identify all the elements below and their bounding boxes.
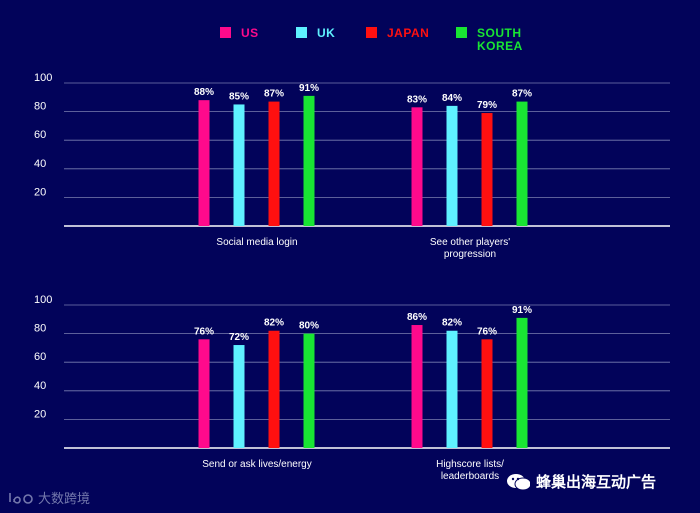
bar — [303, 333, 315, 448]
data-label: 79% — [477, 100, 497, 111]
bar — [411, 107, 423, 226]
watermark-right: 蜂巢出海互动广告 — [506, 471, 656, 492]
category-label: Send or ask lives/energy — [202, 459, 312, 470]
bar — [303, 95, 315, 227]
bar — [198, 100, 210, 226]
bar — [268, 101, 280, 226]
watermark-left-text: 大数跨境 — [38, 491, 91, 506]
legend-label: KOREA — [477, 39, 523, 53]
legend-label: US — [241, 26, 259, 40]
legend-label: SOUTH — [477, 26, 522, 40]
bar — [516, 317, 528, 448]
data-label: 72% — [229, 332, 249, 343]
y-tick-label: 80 — [34, 101, 46, 113]
y-tick-label: 20 — [34, 408, 46, 420]
bar — [268, 330, 280, 448]
data-label: 76% — [194, 326, 214, 337]
category-label: Social media login — [216, 237, 297, 248]
legend-label: JAPAN — [387, 26, 429, 40]
y-tick-label: 100 — [34, 294, 52, 306]
bar — [446, 330, 458, 448]
watermark-left: 大数跨境 — [8, 488, 90, 507]
y-tick-label: 60 — [34, 351, 46, 363]
y-tick-label: 20 — [34, 186, 46, 198]
y-tick-label: 40 — [34, 158, 46, 170]
category-label: Highscore lists/ — [436, 459, 504, 470]
data-label: 87% — [264, 89, 284, 100]
data-label: 86% — [407, 312, 427, 323]
legend-swatch — [366, 27, 377, 38]
bar — [233, 345, 245, 448]
data-label: 76% — [477, 326, 497, 337]
wechat-icon — [507, 473, 530, 490]
data-label: 85% — [229, 91, 249, 102]
bar — [481, 113, 493, 226]
y-tick-label: 40 — [34, 380, 46, 392]
data-label: 83% — [407, 94, 427, 105]
category-label: progression — [444, 249, 496, 260]
category-label: See other players' — [430, 237, 510, 248]
bar — [446, 105, 458, 226]
data-label: 91% — [299, 83, 319, 94]
legend-swatch — [296, 27, 307, 38]
y-tick-label: 60 — [34, 129, 46, 141]
legend-swatch — [220, 27, 231, 38]
bar — [233, 104, 245, 226]
bar — [516, 101, 528, 226]
bar — [198, 339, 210, 448]
watermark-right-text: 蜂巢出海互动广告 — [536, 474, 657, 491]
bar — [411, 325, 423, 448]
legend-swatch — [456, 27, 467, 38]
legend-label: UK — [317, 26, 335, 40]
category-label: leaderboards — [441, 471, 499, 482]
y-tick-label: 100 — [34, 72, 52, 84]
logo-icon — [9, 492, 33, 504]
data-label: 84% — [442, 93, 462, 104]
y-tick-label: 80 — [34, 323, 46, 335]
data-label: 88% — [194, 87, 214, 98]
data-label: 82% — [442, 318, 462, 329]
data-label: 91% — [512, 305, 532, 316]
data-label: 80% — [299, 321, 319, 332]
data-label: 82% — [264, 318, 284, 329]
data-label: 87% — [512, 89, 532, 100]
bar — [481, 339, 493, 448]
